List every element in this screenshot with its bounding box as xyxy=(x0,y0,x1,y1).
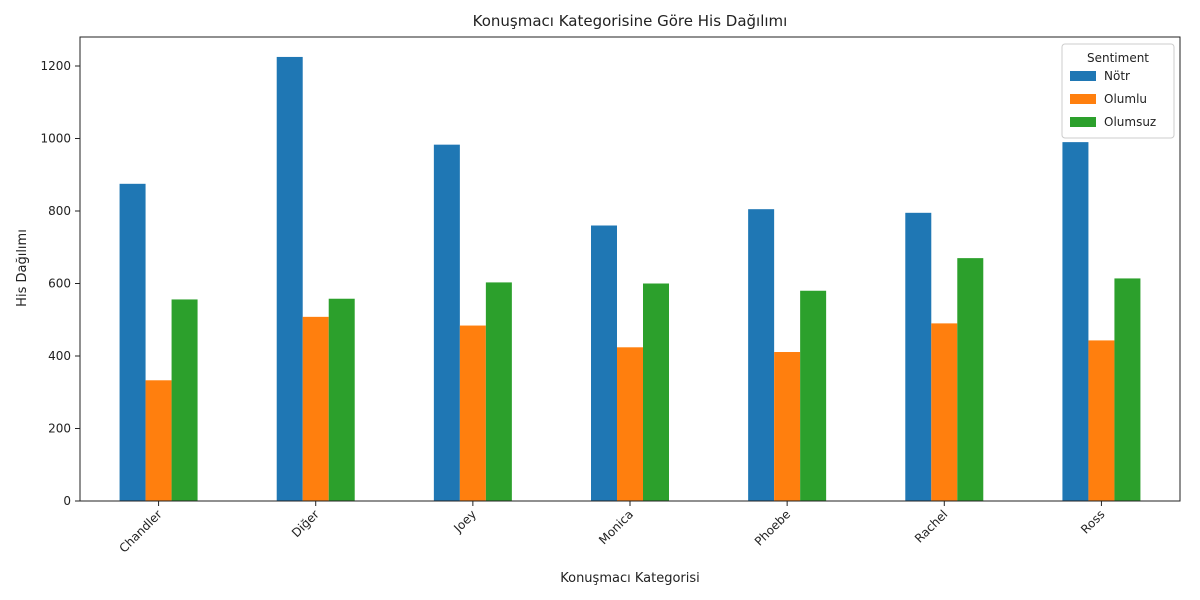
y-tick-label: 0 xyxy=(63,494,71,508)
bar-olumlu-joey xyxy=(459,325,486,501)
bar-nötr-joey xyxy=(433,144,460,501)
bar-olumsuz-joey xyxy=(485,282,512,501)
bar-nötr-diğer xyxy=(276,56,303,501)
bar-nötr-ross xyxy=(1062,142,1089,502)
x-tick-label-chandler: Chandler xyxy=(116,507,164,555)
plot-area: 0 200 400 600 800 1000 1200 Chandler Diğer Joey Mo… xyxy=(40,36,1181,555)
x-tick-label-ross: Ross xyxy=(1078,507,1107,536)
x-axis-label: Konuşmacı Kategorisi xyxy=(560,571,700,586)
y-tick-label: 1200 xyxy=(40,59,71,73)
y-tick-label: 800 xyxy=(48,204,71,218)
x-tick-label-monica: Monica xyxy=(596,507,636,547)
y-tick-label: 200 xyxy=(48,422,71,436)
legend-entry-olumlu: Olumlu xyxy=(1104,92,1147,106)
x-tick-label-diğer: Diğer xyxy=(289,507,322,540)
bar-olumlu-chandler xyxy=(145,380,172,501)
legend-entry-olumsuz: Olumsuz xyxy=(1104,115,1156,129)
bar-nötr-rachel xyxy=(905,212,932,501)
y-tick-label: 400 xyxy=(48,349,71,363)
bar-olumsuz-diğer xyxy=(328,298,355,501)
bar-olumsuz-phoebe xyxy=(800,290,827,501)
bar-olumsuz-chandler xyxy=(171,299,198,501)
legend: Sentiment Nötr Olumlu Olumsuz xyxy=(1061,43,1175,139)
x-tick-label-phoebe: Phoebe xyxy=(752,507,793,548)
y-tick-label: 600 xyxy=(48,277,71,291)
y-tick-label: 1000 xyxy=(40,132,71,146)
bar-olumsuz-ross xyxy=(1114,278,1141,501)
legend-swatch-olumlu xyxy=(1070,94,1096,104)
bar-olumlu-rachel xyxy=(931,323,958,502)
bar-olumsuz-monica xyxy=(643,283,669,501)
chart-title: Konuşmacı Kategorisine Göre His Dağılımı xyxy=(473,12,788,30)
bar-olumlu-monica xyxy=(617,347,643,501)
legend-frame xyxy=(1061,43,1175,139)
bar-nötr-monica xyxy=(591,225,617,501)
x-tick-label-joey: Joey xyxy=(450,507,479,536)
legend-title: Sentiment xyxy=(1087,51,1149,65)
y-axis-label: His Dağılımı xyxy=(15,229,30,307)
bar-nötr-chandler xyxy=(119,183,146,501)
bar-olumlu-diğer xyxy=(302,316,329,501)
x-tick-label-rachel: Rachel xyxy=(912,507,950,545)
bar-olumlu-phoebe xyxy=(774,352,801,501)
bar-nötr-phoebe xyxy=(748,209,775,501)
bar-olumsuz-rachel xyxy=(957,258,984,502)
legend-swatch-olumsuz xyxy=(1070,117,1096,127)
bar-olumlu-ross xyxy=(1088,340,1115,501)
legend-entry-nötr: Nötr xyxy=(1104,69,1130,83)
plot-frame xyxy=(79,36,1181,502)
legend-swatch-nötr xyxy=(1070,71,1096,81)
